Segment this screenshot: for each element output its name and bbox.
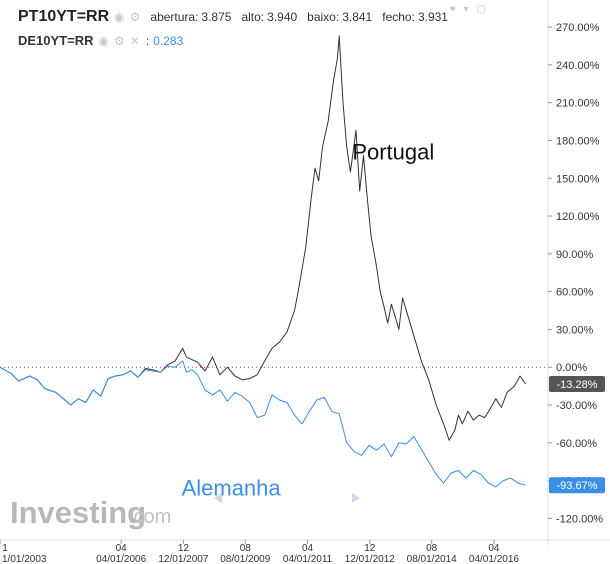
top-right-icons: ♥ ▾ ▢	[450, 4, 486, 15]
eye-icon[interactable]: ◉	[98, 34, 109, 48]
end-label-germany: -93.67%	[557, 480, 598, 492]
chart-header: PT10YT=RR ◉ ⚙ abertura: 3.875 alto: 3.94…	[0, 0, 550, 52]
main-symbol[interactable]: PT10YT=RR	[18, 8, 110, 25]
x-tick-label-top: 08	[240, 543, 252, 554]
x-tick-label-bottom: 04/01/2016	[469, 554, 519, 564]
x-tick-label-bottom: 1/01/2003	[2, 554, 47, 564]
y-tick-label: 0.00%	[556, 362, 587, 374]
end-label-germany-bg	[549, 477, 605, 494]
y-tick-label: 240.00%	[556, 60, 600, 72]
eye-icon[interactable]: ◉	[114, 10, 125, 24]
low-value: 3.841	[342, 10, 373, 24]
annotation-portugal: Portugal	[352, 139, 434, 164]
y-tick-label: 150.00%	[556, 173, 600, 185]
x-tick-label-top: 04	[302, 543, 314, 554]
series-line-portugal	[0, 35, 527, 441]
investing-logo: Investing .com	[10, 495, 171, 530]
x-tick-label-bottom: 08/01/2014	[407, 554, 457, 564]
x-tick-label-bottom: 08/01/2009	[220, 554, 270, 564]
compare-value: 0.283	[153, 34, 184, 48]
annotation-alemanha: Alemanha	[182, 476, 282, 501]
x-tick-label-bottom: 12/01/2007	[158, 554, 208, 564]
high-value: 3.940	[267, 10, 298, 24]
scroll-arrows	[214, 493, 360, 503]
x-tick-label-bottom: 04/01/2006	[96, 554, 146, 564]
x-tick-label-top: 04	[488, 543, 500, 554]
y-tick-label: 270.00%	[556, 22, 600, 34]
y-tick-label: 90.00%	[556, 249, 594, 261]
x-tick-label-top: 08	[426, 543, 438, 554]
open-label: abertura:	[150, 10, 199, 24]
x-tick-label-top: 1	[2, 543, 8, 554]
chevron-down-icon[interactable]: ▾	[463, 4, 469, 15]
y-tick-label: -120.00%	[556, 513, 603, 525]
main-symbol-row: PT10YT=RR ◉ ⚙ abertura: 3.875 alto: 3.94…	[18, 8, 448, 26]
x-tick-label-top: 04	[116, 543, 128, 554]
close-icon[interactable]: ✕	[129, 34, 140, 48]
compare-symbol-row: DE10YT=RR ◉ ⚙ ✕ : 0.283	[18, 33, 183, 48]
compare-symbol[interactable]: DE10YT=RR	[18, 33, 94, 48]
compare-separator: :	[145, 34, 150, 48]
low-label: baixo:	[307, 10, 340, 24]
x-tick-label-top: 12	[178, 543, 190, 554]
close-value: 3.931	[417, 10, 448, 24]
x-tick-label-top: 12	[364, 543, 376, 554]
x-tick-label-bottom: 04/01/2011	[283, 554, 333, 564]
square-icon[interactable]: ▢	[476, 4, 486, 15]
y-tick-label: -60.00%	[556, 438, 597, 450]
end-label-portugal-bg	[549, 375, 605, 392]
x-tick-label-bottom: 12/01/2012	[345, 554, 395, 564]
gear-icon[interactable]: ⚙	[113, 34, 125, 48]
series-line-germany	[0, 360, 526, 488]
gear-icon[interactable]: ⚙	[129, 10, 141, 24]
high-label: alto:	[241, 10, 265, 24]
close-label: fecho:	[382, 10, 415, 24]
y-tick-label: 210.00%	[556, 98, 600, 110]
open-value: 3.875	[201, 10, 232, 24]
y-tick-label: 60.00%	[556, 287, 594, 299]
heart-icon[interactable]: ♥	[449, 4, 456, 15]
y-tick-label: 180.00%	[556, 135, 600, 147]
y-tick-label: 120.00%	[556, 211, 600, 223]
end-label-portugal: -13.28%	[557, 379, 598, 391]
y-tick-label: 30.00%	[556, 324, 594, 336]
svg-text:.com: .com	[128, 506, 171, 528]
y-tick-label: -30.00%	[556, 400, 597, 412]
svg-text:Investing: Investing	[10, 495, 146, 530]
